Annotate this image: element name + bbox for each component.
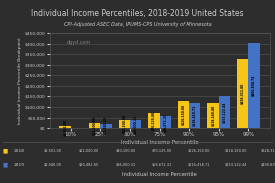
Text: 2019: 2019 <box>14 163 25 167</box>
Text: $153,122.44: $153,122.44 <box>224 163 247 167</box>
Text: $20,482.65: $20,482.65 <box>104 116 108 135</box>
Text: $70,125.00: $70,125.00 <box>152 149 172 153</box>
Bar <box>89 124 100 128</box>
Text: ■: ■ <box>3 148 8 154</box>
Text: $8,501.00: $8,501.00 <box>63 119 67 136</box>
Text: Individual Income Percentile: Individual Income Percentile <box>122 172 197 177</box>
Text: $56,672.31: $56,672.31 <box>163 113 167 132</box>
Text: $126,150.00: $126,150.00 <box>188 149 210 153</box>
Text: $126,150.00: $126,150.00 <box>182 104 185 125</box>
Text: $22,000.00: $22,000.00 <box>93 116 97 135</box>
Text: $328,311.00: $328,311.00 <box>241 83 245 104</box>
Bar <box>160 116 171 128</box>
Text: $56,672.31: $56,672.31 <box>152 163 172 167</box>
Text: $118,160.00: $118,160.00 <box>211 105 215 126</box>
Text: $153,122.44: $153,122.44 <box>222 101 226 123</box>
Text: $400,830.74: $400,830.74 <box>261 163 275 167</box>
Text: Individual Income Percentiles, 2018-2019 United States: Individual Income Percentiles, 2018-2019… <box>31 9 244 18</box>
Text: $328,311.00: $328,311.00 <box>261 149 275 153</box>
Text: $36,000.31: $36,000.31 <box>116 163 136 167</box>
Text: dqyd.com: dqyd.com <box>67 40 91 45</box>
Bar <box>189 103 200 128</box>
Bar <box>219 96 230 128</box>
Bar <box>237 59 248 128</box>
Text: $40,100.00: $40,100.00 <box>116 149 136 153</box>
Text: $116,418.71: $116,418.71 <box>193 105 197 126</box>
Text: $22,000.00: $22,000.00 <box>79 149 99 153</box>
Text: $400,830.74: $400,830.74 <box>252 75 256 96</box>
Bar <box>148 113 160 128</box>
Text: $116,418.71: $116,418.71 <box>188 163 210 167</box>
X-axis label: Individual Income Percentile: Individual Income Percentile <box>121 140 198 145</box>
Text: $118,160.00: $118,160.00 <box>224 149 247 153</box>
Bar <box>178 101 189 128</box>
Bar <box>119 120 130 128</box>
Bar <box>248 43 260 128</box>
Bar <box>130 120 141 128</box>
Text: $40,100.00: $40,100.00 <box>122 114 126 133</box>
Text: $70,125.00: $70,125.00 <box>152 111 156 130</box>
Text: $36,000.31: $36,000.31 <box>134 115 138 134</box>
Bar <box>59 126 71 128</box>
Text: $20,482.65: $20,482.65 <box>79 163 99 167</box>
Text: CPI-Adjusted ASEC Data, IPUMS-CPS University of Minnesota: CPI-Adjusted ASEC Data, IPUMS-CPS Univer… <box>64 22 211 27</box>
Text: $8,501.00: $8,501.00 <box>43 149 61 153</box>
Text: ■: ■ <box>3 162 8 167</box>
Text: $2,046.00: $2,046.00 <box>43 163 61 167</box>
Text: 2018: 2018 <box>14 149 25 153</box>
Bar <box>100 124 112 128</box>
Y-axis label: Individual Income Percentile Breakpoint: Individual Income Percentile Breakpoint <box>18 37 22 124</box>
Bar <box>207 103 219 128</box>
